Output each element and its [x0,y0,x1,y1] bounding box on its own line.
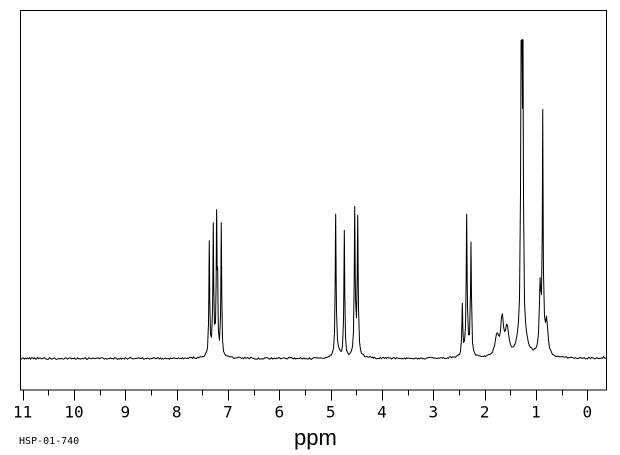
x-axis-tick-label: 5 [326,403,336,422]
x-axis-tick-label: 9 [121,403,131,422]
x-axis-tick-label: 1 [531,403,541,422]
x-axis-unit-label: ppm [294,425,337,450]
x-axis-tick-label: 7 [223,403,233,422]
plot-border [20,10,607,391]
x-axis-tick-label: 4 [377,403,387,422]
x-axis: 11 10 9 8 7 6 5 4 3 2 1 0 [13,390,592,422]
x-axis-tick-label: 11 [13,403,32,422]
x-axis-tick-label: 0 [582,403,592,422]
x-axis-tick-label: 8 [172,403,182,422]
spectrum-id-label: HSP-01-740 [19,436,80,447]
x-axis-tick-label: 3 [428,403,438,422]
x-axis-tick-label: 2 [480,403,490,422]
x-axis-tick-label: 10 [64,403,83,422]
spectrum-line [20,38,607,360]
spectrum-trace [20,38,607,360]
x-axis-tick-label: 6 [274,403,284,422]
